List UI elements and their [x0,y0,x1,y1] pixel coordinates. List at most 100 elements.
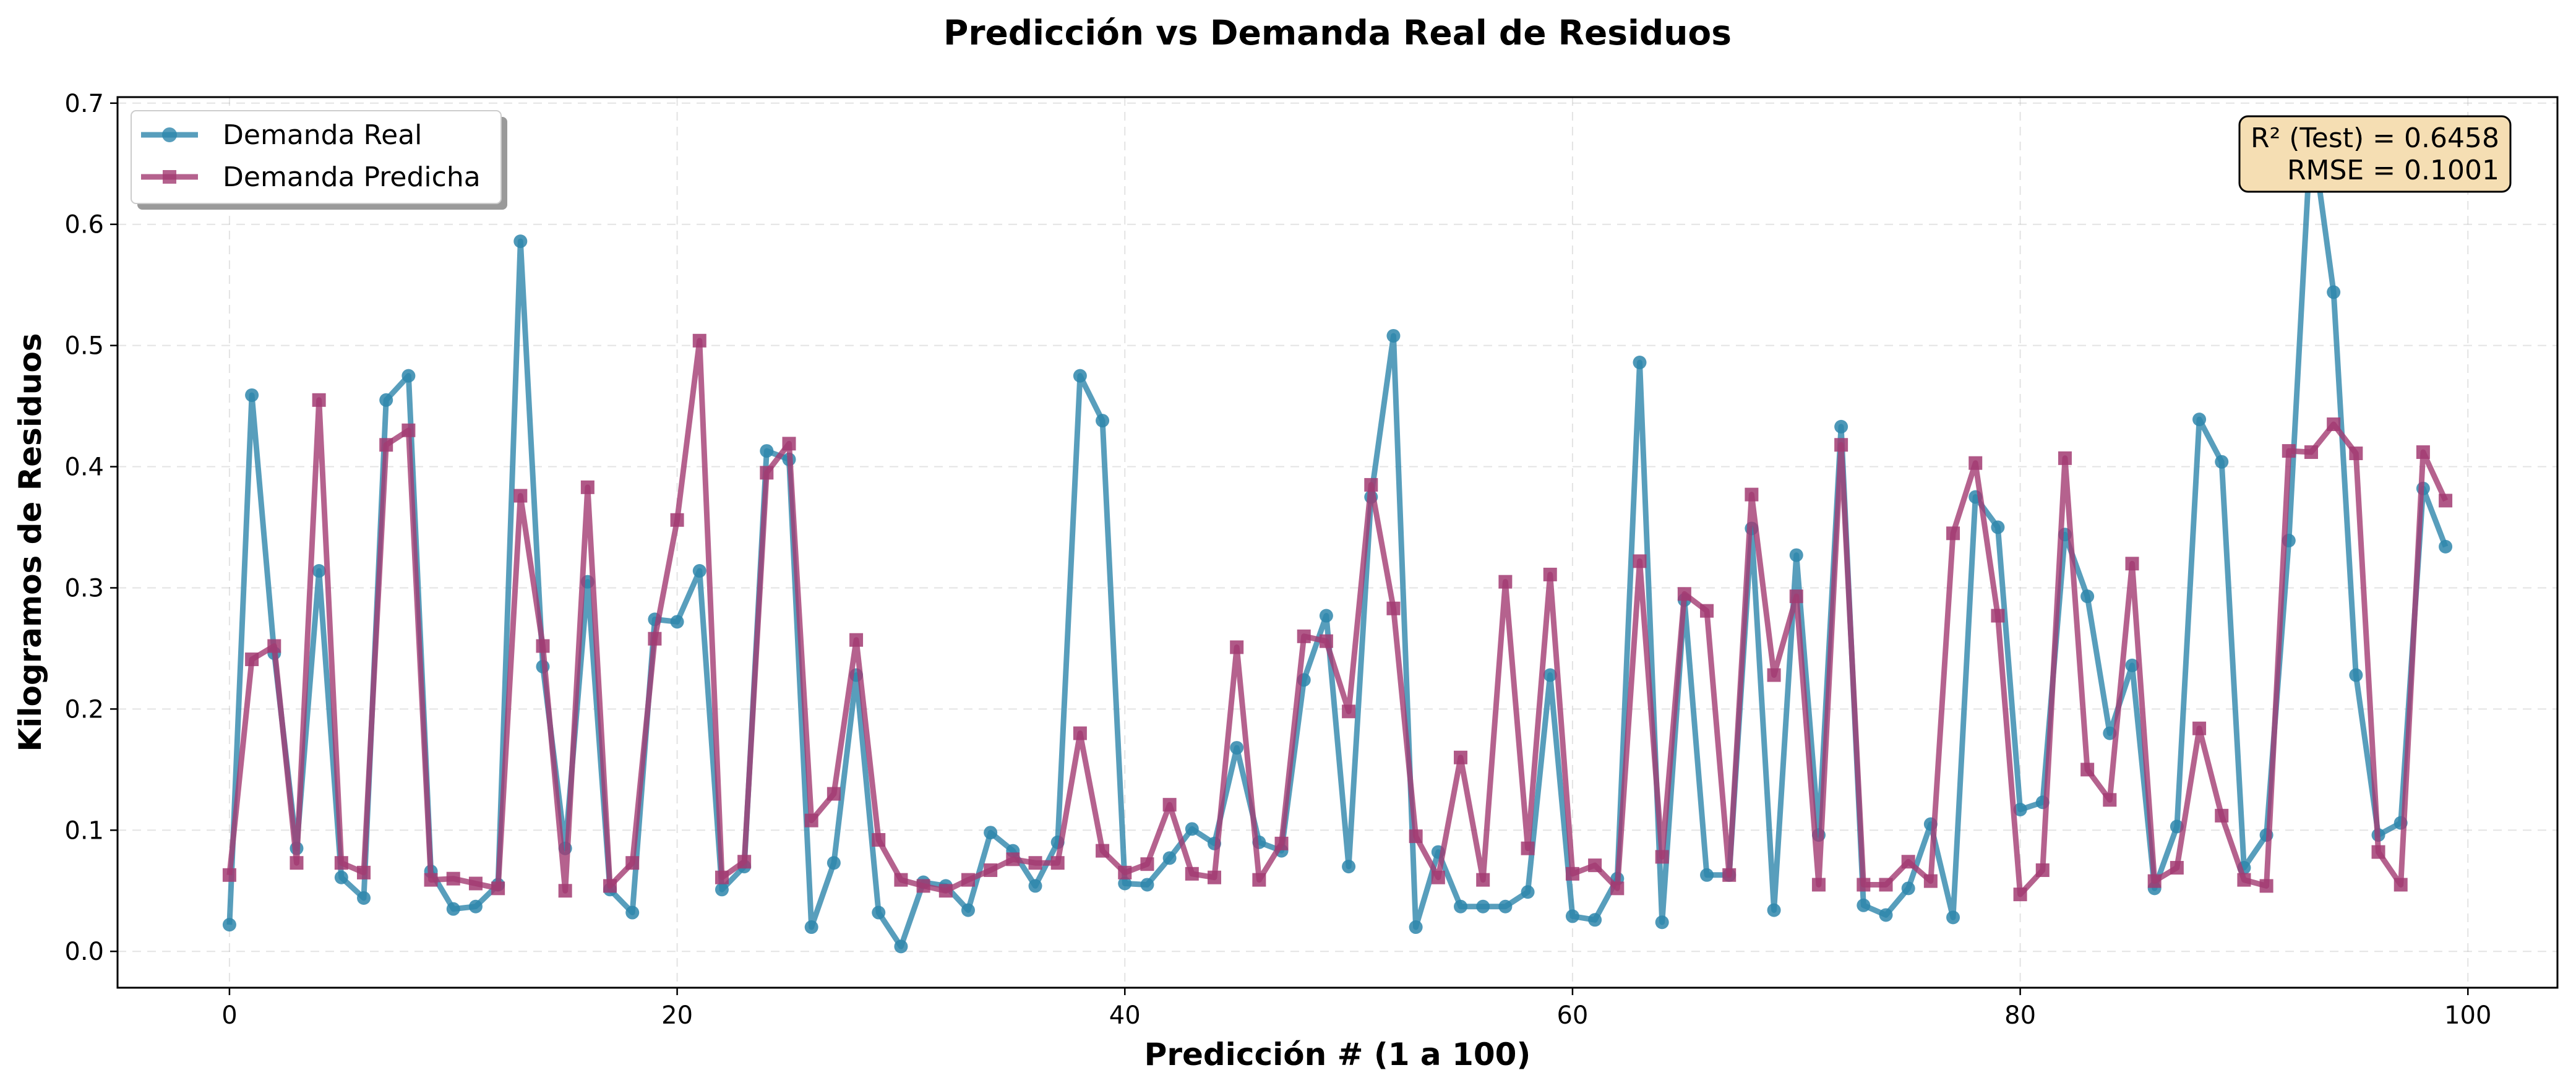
y-tick-label: 0.4 [64,453,104,482]
legend-marker-real [162,127,177,142]
data-point [760,466,774,480]
data-point [2192,413,2207,427]
data-point [2304,445,2318,460]
data-point [513,234,528,249]
data-point [1431,870,1445,884]
data-point [222,918,236,932]
data-point [1633,554,1647,568]
data-point [1565,866,1579,881]
data-point [670,513,684,527]
x-tick-label: 100 [2444,1001,2491,1030]
data-point [424,873,438,887]
data-point [2080,763,2095,777]
x-tick-label: 40 [1109,1001,1141,1030]
y-tick-label: 0.0 [64,938,104,966]
data-point [1230,741,1244,755]
data-point [2416,445,2430,460]
data-point [1565,909,1579,923]
metrics-r2: R² (Test) = 0.6458 [2251,122,2499,154]
data-point [2327,285,2341,299]
data-point [625,905,640,920]
data-point [938,884,953,898]
data-point [961,873,975,887]
data-point [872,832,886,847]
series-layer [222,120,2453,954]
data-point [245,652,259,667]
data-point [1319,609,1333,623]
data-point [1789,548,1803,562]
data-point [625,856,640,870]
data-point [1811,878,1826,892]
data-point [1006,852,1020,866]
data-point [1677,587,1691,601]
data-point [2058,451,2072,465]
data-point [334,856,348,870]
data-point [1118,876,1132,891]
data-point [1521,841,1535,855]
data-point [468,876,483,891]
data-point [1722,868,1737,882]
legend-item-real: Demanda Real [141,119,422,151]
data-point [1857,878,1871,892]
x-tick-label: 0 [221,1001,237,1030]
data-point [1364,477,1378,492]
x-tick-label: 80 [2004,1001,2036,1030]
data-point [2080,589,2095,604]
metrics-rmse: RMSE = 0.1001 [2287,155,2499,186]
data-point [1968,456,1983,470]
data-point [2259,879,2273,893]
data-point [1498,575,1513,589]
data-point [760,444,774,458]
data-point [826,856,841,870]
data-point [1297,629,1311,643]
data-point [1946,526,1960,541]
data-point [804,813,818,828]
data-point [1857,898,1871,912]
data-point [2215,808,2229,823]
data-point [1028,856,1042,870]
data-point [2237,873,2251,887]
data-point [1610,881,1625,896]
data-point [1901,855,1915,869]
data-point [1096,414,1110,428]
y-axis-label: Kilogramos de Residuos [12,333,48,751]
data-point [2349,668,2363,682]
data-point [1498,899,1513,913]
series-line [226,338,2449,897]
data-point [2147,874,2162,888]
data-point [1118,865,1132,879]
data-point [1409,829,1423,844]
data-point [536,639,550,653]
data-point [446,871,460,886]
data-point [357,891,371,905]
data-point [1879,878,1893,892]
data-point [1342,704,1356,719]
data-point [804,920,818,935]
data-point [245,388,259,402]
data-point [1073,726,1087,740]
data-point [1588,858,1602,873]
data-point [1185,866,1199,881]
data-point [513,489,528,503]
data-point [1319,634,1333,648]
data-point [1745,487,1759,502]
data-point [1476,873,1490,887]
data-point [849,633,864,647]
data-point [1096,844,1110,858]
data-point [1543,668,1557,682]
data-point [1700,604,1714,618]
data-point [401,369,416,383]
data-point [1655,915,1669,930]
data-point [2327,417,2341,431]
data-point [826,787,841,801]
data-point [692,564,706,578]
data-point [1879,908,1893,922]
data-point [2349,447,2363,460]
data-point [1700,868,1714,882]
legend-label-real: Demanda Real [223,119,422,151]
data-point [2282,444,2296,458]
data-point [1409,920,1423,935]
data-point [894,939,908,954]
data-point [1185,822,1199,836]
